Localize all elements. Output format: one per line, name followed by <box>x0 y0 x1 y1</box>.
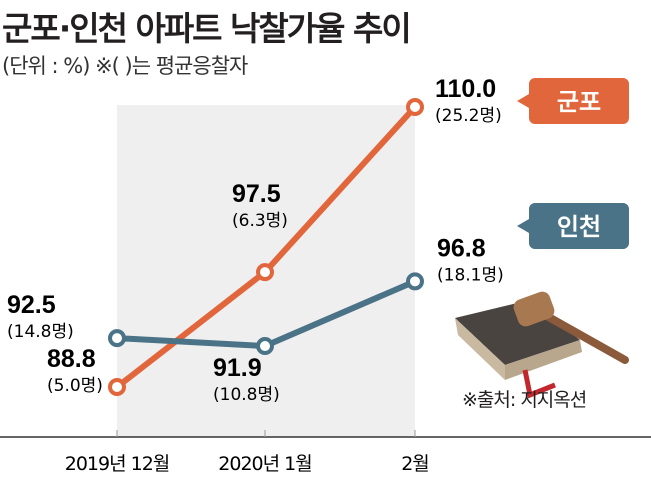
gavel-handle <box>541 311 629 364</box>
legend-tag <box>517 78 629 124</box>
data-point <box>406 98 424 116</box>
data-point <box>108 378 126 396</box>
bidder-label: (5.0명) <box>47 376 103 396</box>
legend-label: 인천 <box>557 213 601 241</box>
chart-subtitle: (단위 : %) ※( )는 평균응찰자 <box>2 54 248 78</box>
data-point <box>108 329 126 348</box>
data-point <box>256 337 274 356</box>
data-label: 97.5 <box>232 180 281 208</box>
chart-title: 군포·인천 아파트 낙찰가율 추이 <box>2 9 412 48</box>
x-tick-label: 2019년 12월 <box>65 453 170 475</box>
bidder-label: (14.8명) <box>7 322 74 342</box>
data-label: 88.8 <box>47 345 96 373</box>
bidder-label: (25.2명) <box>435 106 502 126</box>
legend-tag <box>517 203 629 249</box>
gavel-book-icon <box>455 291 629 399</box>
bidder-label: (6.3명) <box>232 211 288 231</box>
bidder-label: (18.1명) <box>437 265 504 285</box>
book-side <box>505 340 582 380</box>
data-label: 91.9 <box>213 354 262 382</box>
data-point <box>256 263 274 282</box>
data-label: 110.0 <box>435 75 496 103</box>
gavel-head <box>513 291 555 327</box>
data-point <box>406 272 424 291</box>
data-label: 92.5 <box>7 291 56 319</box>
bookmark <box>522 369 556 399</box>
legend-label: 군포 <box>557 88 601 116</box>
x-tick-label: 2020년 1월 <box>218 453 311 475</box>
data-label: 96.8 <box>437 234 486 262</box>
x-tick-label: 2월 <box>401 453 429 475</box>
source-note: ※출처: 지지옥션 <box>462 389 587 411</box>
book-pages <box>455 318 505 380</box>
bidder-label: (10.8명) <box>213 385 280 405</box>
